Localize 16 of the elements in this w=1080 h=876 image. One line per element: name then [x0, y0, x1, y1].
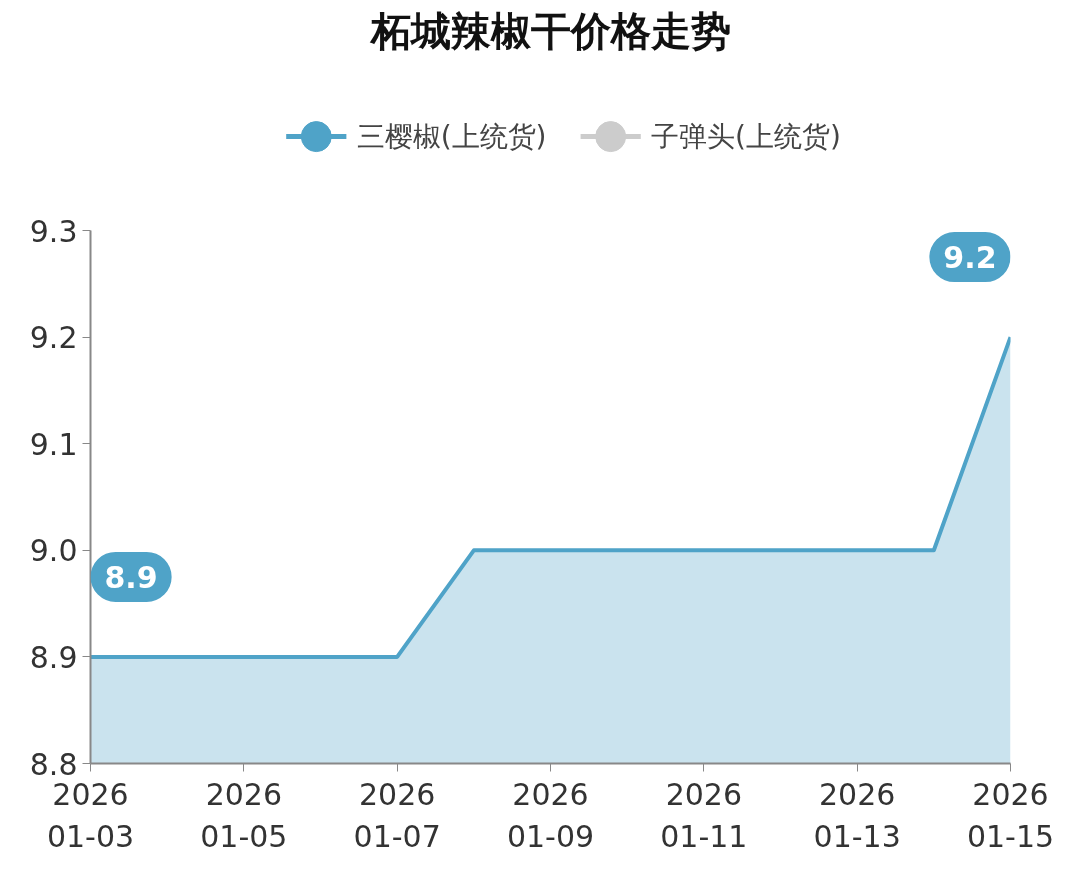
annotation: 8.9	[104, 559, 158, 595]
legend-label: 子弹头(上统货)	[651, 120, 841, 154]
y-tick-label: 9.2	[29, 320, 78, 356]
y-tick-label: 9.1	[29, 426, 78, 462]
x-tick-label: 2026 01-13	[813, 776, 901, 854]
x-tick-label: 2026 01-11	[660, 776, 748, 854]
x-tick-label: 2026 01-15	[966, 776, 1055, 854]
annotation: 9.2	[943, 240, 997, 276]
chart-title: 柘城辣椒干价格走势	[368, 7, 731, 54]
y-tick-label: 9.0	[29, 533, 78, 569]
y-tick-label: 9.3	[29, 213, 78, 249]
x-tick-label: 2026 01-05	[200, 776, 288, 854]
x-tick-label: 2026 01-07	[353, 776, 441, 854]
x-tick-label: 2026 01-09	[506, 776, 595, 854]
legend-label: 三樱椒(上统货)	[356, 120, 547, 154]
y-tick-label: 8.9	[29, 639, 78, 675]
